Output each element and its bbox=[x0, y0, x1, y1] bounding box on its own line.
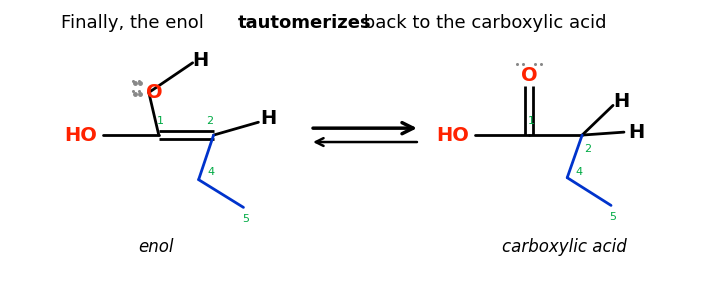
Text: 5: 5 bbox=[609, 212, 617, 222]
Text: H: H bbox=[193, 51, 209, 70]
Text: 1: 1 bbox=[157, 116, 165, 126]
Text: H: H bbox=[628, 123, 644, 142]
Text: back to the carboxylic acid: back to the carboxylic acid bbox=[358, 14, 606, 32]
Text: enol: enol bbox=[138, 238, 173, 256]
Text: 2: 2 bbox=[585, 144, 592, 154]
Text: HO: HO bbox=[65, 126, 97, 145]
Text: H: H bbox=[613, 92, 629, 111]
Text: Finally, the enol: Finally, the enol bbox=[61, 14, 210, 32]
Text: HO: HO bbox=[436, 126, 469, 145]
Text: carboxylic acid: carboxylic acid bbox=[502, 238, 627, 256]
Text: tautomerizes: tautomerizes bbox=[238, 14, 371, 32]
Text: 4: 4 bbox=[207, 167, 214, 177]
Text: 2: 2 bbox=[206, 116, 213, 126]
Text: O: O bbox=[147, 83, 163, 102]
Text: 4: 4 bbox=[575, 167, 583, 177]
Text: H: H bbox=[260, 109, 277, 128]
Text: O: O bbox=[521, 66, 538, 85]
Text: 5: 5 bbox=[242, 214, 249, 224]
Text: 1: 1 bbox=[528, 116, 535, 126]
